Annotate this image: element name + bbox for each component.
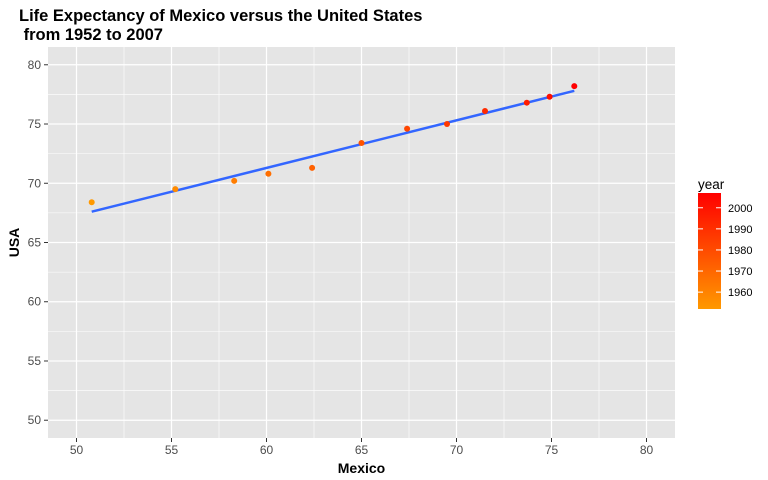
data-point bbox=[444, 121, 450, 128]
chart-title-line-2: from 1952 to 2007 bbox=[19, 26, 163, 44]
x-tick-label: 65 bbox=[355, 443, 369, 457]
y-tick-label: 70 bbox=[28, 176, 42, 190]
grid-major bbox=[48, 47, 675, 438]
legend-title: year bbox=[698, 177, 725, 192]
x-tick-label: 70 bbox=[450, 443, 464, 457]
legend-tick-label: 1970 bbox=[728, 266, 752, 278]
data-point bbox=[265, 170, 272, 177]
y-tick-label: 75 bbox=[28, 117, 42, 131]
color-legend: year 1960 1970 1980 1990 2000 bbox=[698, 177, 752, 309]
data-point bbox=[571, 83, 578, 90]
data-point bbox=[404, 125, 411, 132]
data-point bbox=[546, 93, 553, 100]
legend-tick-label: 1960 bbox=[728, 287, 752, 299]
legend-ticks: 1960 1970 1980 1990 2000 bbox=[698, 203, 752, 299]
y-tick-label: 55 bbox=[28, 354, 42, 368]
legend-tick-label: 1980 bbox=[728, 245, 752, 257]
data-point bbox=[358, 139, 365, 146]
data-point bbox=[172, 186, 179, 193]
data-point bbox=[482, 107, 488, 114]
y-axis-ticks: 50 55 60 65 70 75 80 bbox=[28, 58, 48, 427]
x-tick-label: 55 bbox=[165, 443, 179, 457]
chart-title-line-1: Life Expectancy of Mexico versus the Uni… bbox=[19, 7, 422, 25]
data-point bbox=[309, 164, 316, 171]
data-point bbox=[88, 199, 95, 206]
x-tick-label: 75 bbox=[545, 443, 559, 457]
x-tick-label: 50 bbox=[70, 443, 84, 457]
data-point bbox=[523, 99, 530, 106]
legend-colorbar bbox=[698, 193, 721, 309]
data-point bbox=[231, 177, 238, 184]
x-tick-label: 80 bbox=[640, 443, 654, 457]
y-axis-title: USA bbox=[6, 228, 22, 258]
legend-tick-label: 1990 bbox=[728, 224, 752, 236]
y-tick-label: 50 bbox=[28, 413, 42, 427]
x-axis-ticks: 50 55 60 65 70 75 80 bbox=[70, 438, 654, 457]
y-tick-label: 80 bbox=[28, 58, 42, 72]
x-axis-title: Mexico bbox=[338, 460, 385, 476]
y-tick-label: 60 bbox=[28, 295, 42, 309]
x-tick-label: 60 bbox=[260, 443, 274, 457]
legend-tick-label: 2000 bbox=[728, 203, 752, 215]
scatter-points bbox=[88, 83, 578, 206]
trend-line bbox=[91, 89, 575, 213]
y-tick-label: 65 bbox=[28, 236, 42, 250]
